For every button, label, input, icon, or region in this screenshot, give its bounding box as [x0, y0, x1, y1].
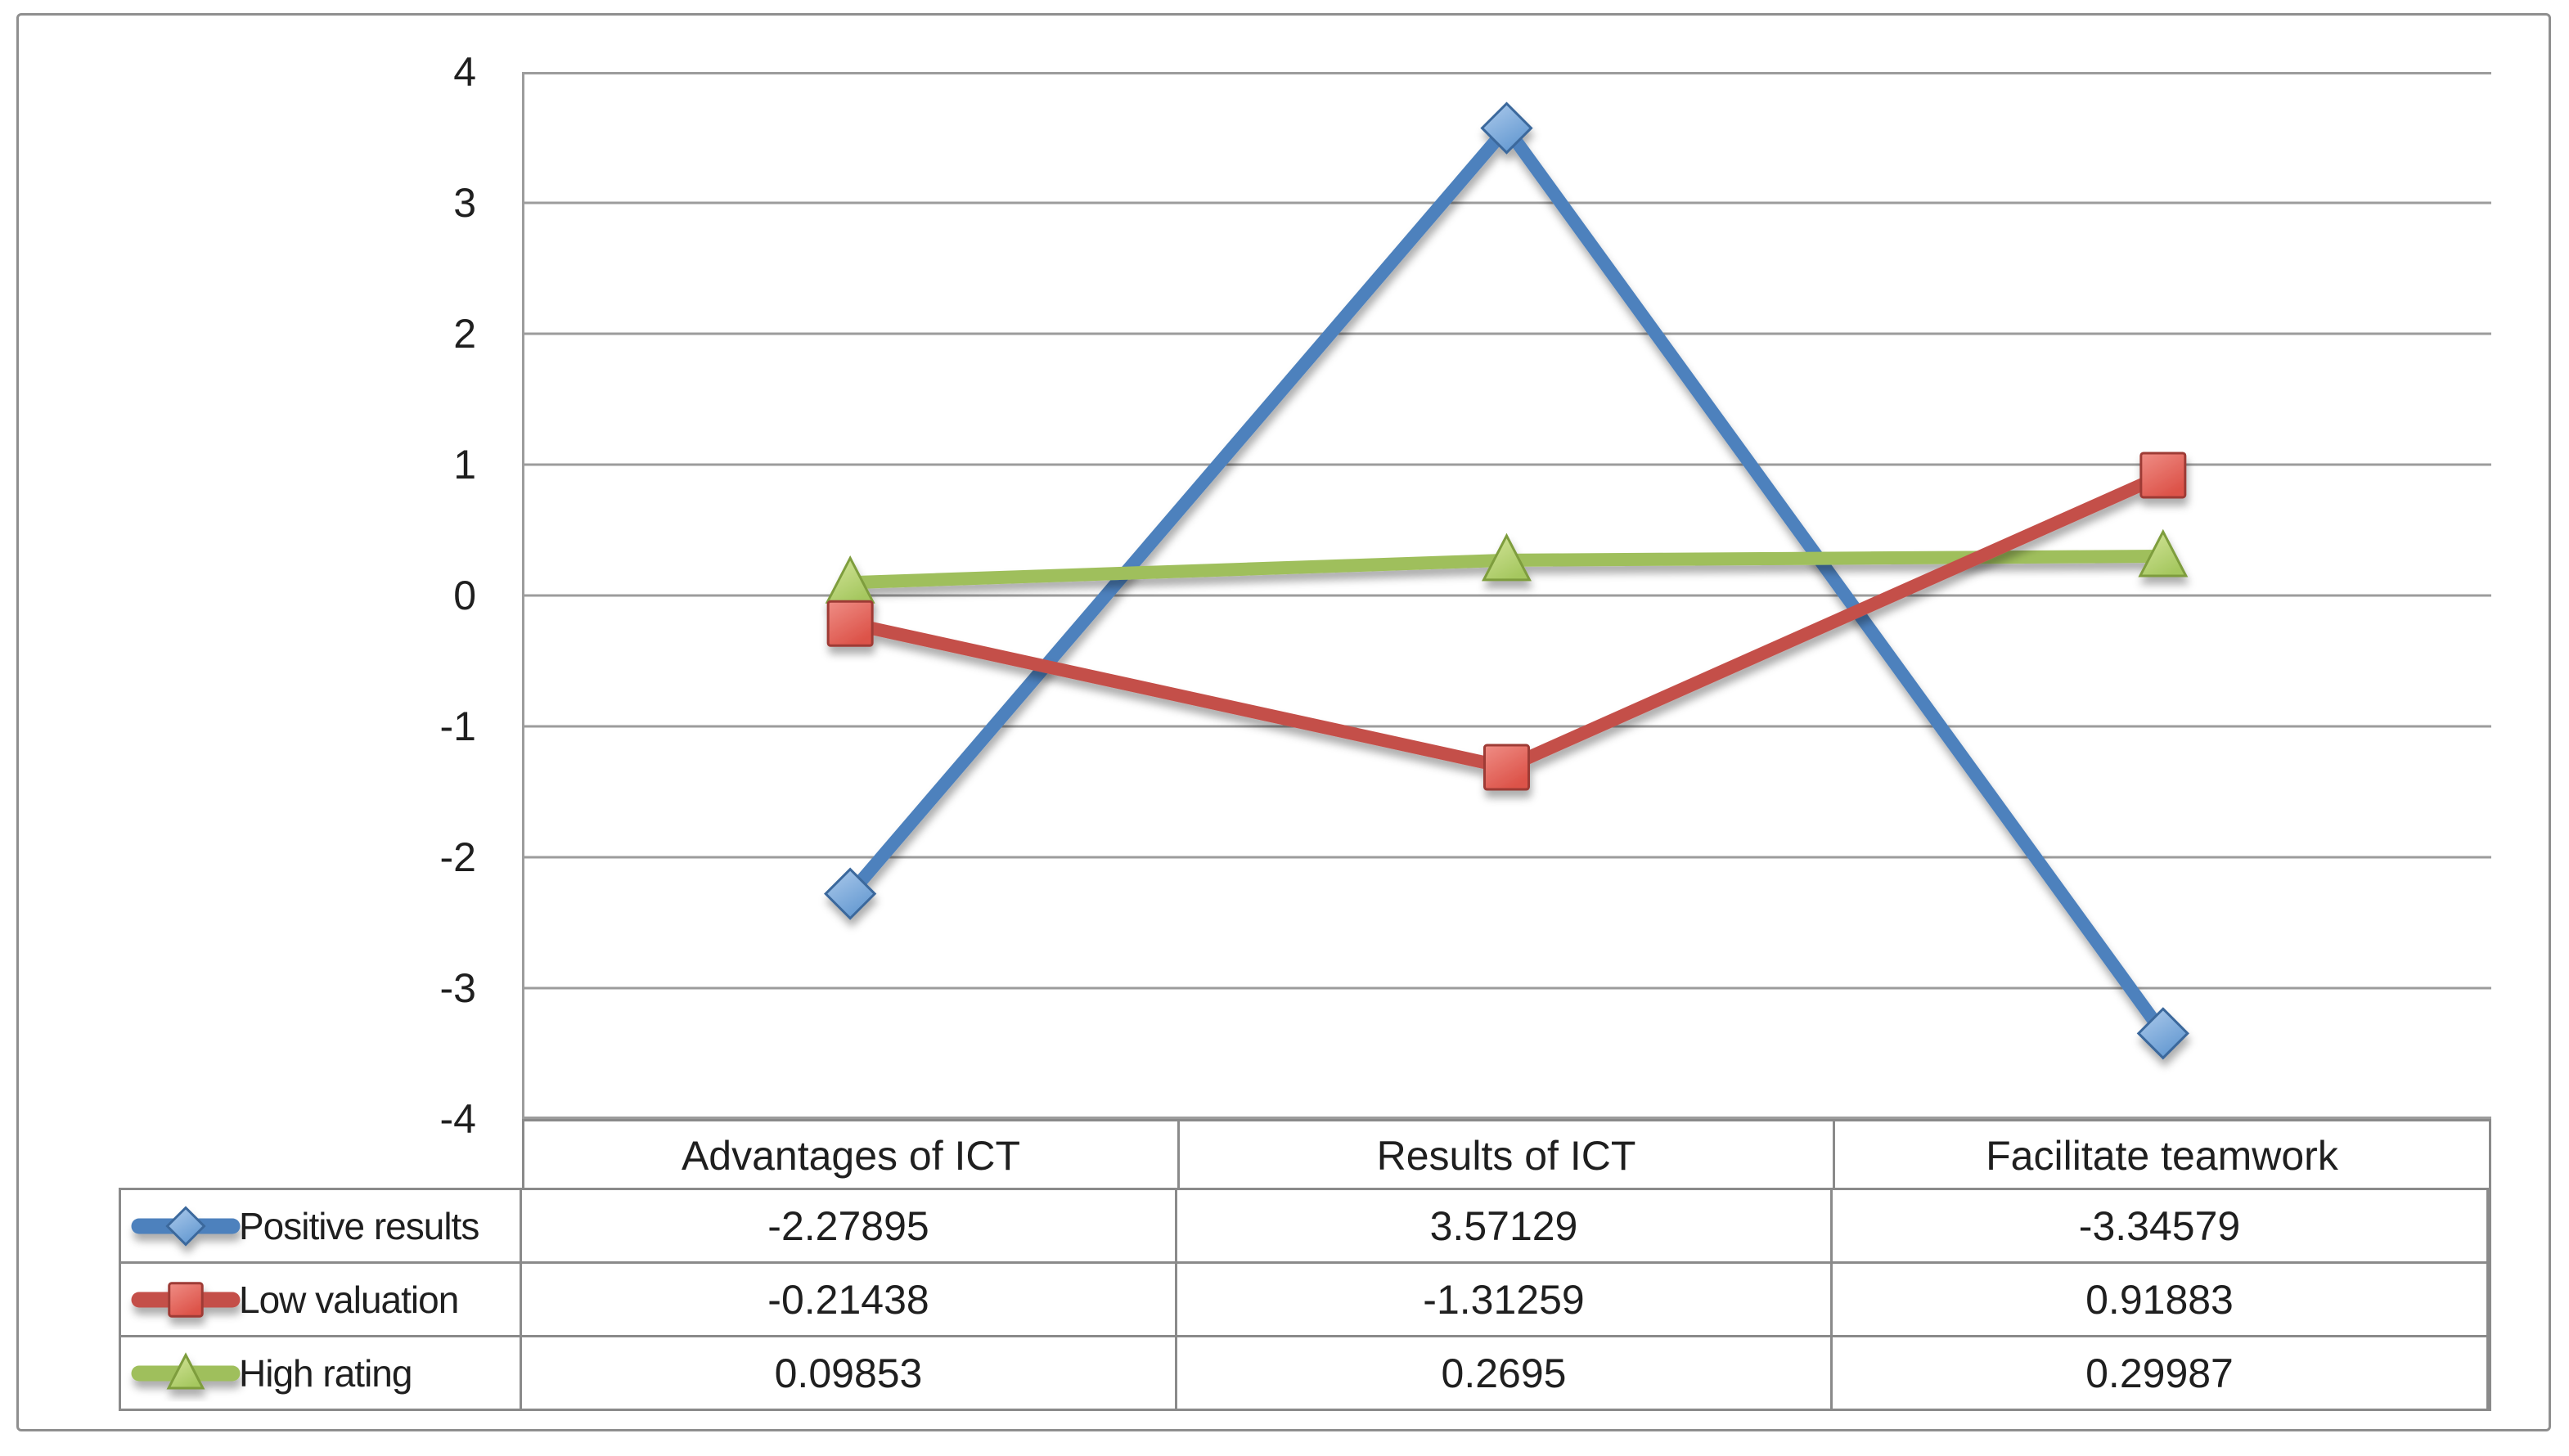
y-axis-tick-label: 0 — [453, 573, 476, 618]
legend-item-positive-results: Positive results — [121, 1190, 520, 1261]
table-value-cell: 0.09853 — [522, 1337, 1175, 1409]
y-axis-tick-label: -1 — [439, 703, 476, 749]
category-header-results: Results of ICT — [1180, 1121, 1833, 1190]
legend-item-high-rating: High rating — [121, 1337, 520, 1409]
category-header-teamwork: Facilitate teamwork — [1835, 1121, 2489, 1190]
table-value-cell: -2.27895 — [522, 1190, 1175, 1261]
legend-label: High rating — [239, 1351, 412, 1395]
legend-label: Positive results — [239, 1204, 479, 1247]
legend-marker-diamond-icon — [131, 1205, 241, 1247]
y-axis-tick-label: 1 — [453, 442, 476, 488]
category-header-advantages: Advantages of ICT — [524, 1121, 1177, 1190]
y-axis-tick-label: -3 — [439, 965, 476, 1011]
data-table-body: Positive results -2.27895 3.57129 -3.345… — [119, 1188, 2491, 1411]
legend-marker-square-icon — [131, 1281, 241, 1318]
y-axis-tick-label: -4 — [439, 1096, 476, 1142]
table-value-cell: -0.21438 — [522, 1264, 1175, 1335]
y-axis-tick-label: 3 — [453, 180, 476, 226]
y-axis-tick-label: -2 — [439, 834, 476, 880]
table-value-cell: 0.91883 — [1833, 1264, 2486, 1335]
legend-label: Low valuation — [239, 1278, 459, 1321]
table-value-cell: 0.2695 — [1177, 1337, 1830, 1409]
y-axis-tick-label: 4 — [453, 49, 476, 95]
y-axis-tick-label: 2 — [453, 311, 476, 357]
table-value-cell: -3.34579 — [1833, 1190, 2486, 1261]
figure-border — [16, 13, 2551, 1431]
table-value-cell: 3.57129 — [1177, 1190, 1830, 1261]
legend-item-low-valuation: Low valuation — [121, 1264, 520, 1335]
table-value-cell: 0.29987 — [1833, 1337, 2486, 1409]
line-chart-plot — [522, 72, 2491, 1119]
legend-marker-triangle-icon — [131, 1351, 241, 1389]
table-value-cell: -1.31259 — [1177, 1264, 1830, 1335]
category-header-row: Advantages of ICT Results of ICT Facilit… — [522, 1119, 2491, 1190]
